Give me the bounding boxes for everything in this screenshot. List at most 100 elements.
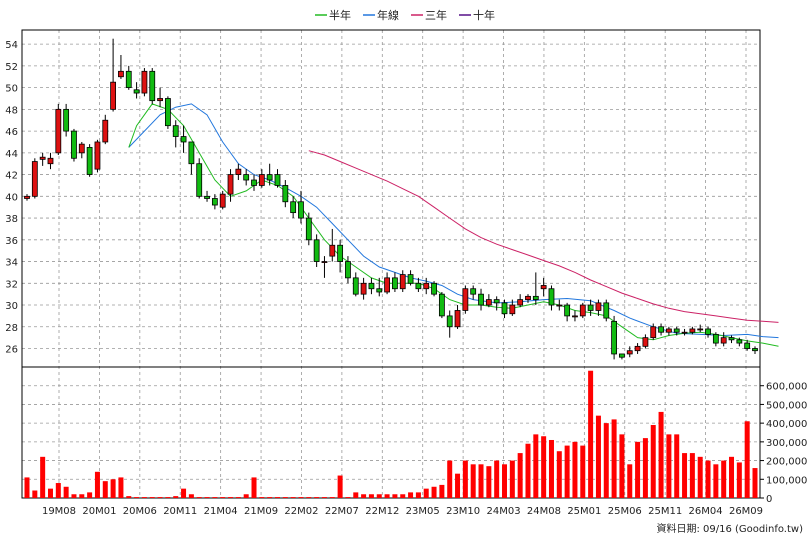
candle-up bbox=[697, 328, 704, 331]
volume-bar bbox=[697, 456, 703, 498]
candle-down bbox=[368, 282, 375, 290]
volume-bar bbox=[752, 468, 758, 498]
volume-tick-label: 200,000 bbox=[766, 457, 807, 468]
volume-bar bbox=[63, 486, 69, 498]
volume-bar bbox=[439, 484, 445, 498]
candle-up bbox=[321, 261, 328, 263]
candle-up bbox=[556, 304, 563, 307]
candle-up bbox=[94, 141, 101, 170]
candle-down bbox=[493, 299, 500, 304]
candle-down bbox=[149, 70, 156, 102]
candle-up bbox=[47, 157, 54, 165]
volume-axis: 0 100,000 200,000 300,000 400,000 500,000 600,… bbox=[760, 382, 807, 505]
volume-bar bbox=[635, 441, 641, 498]
volume-bar bbox=[572, 441, 578, 498]
footer-source: 資料日期: 09/16 (Goodinfo.tw) bbox=[656, 522, 803, 535]
candlesticks bbox=[24, 38, 758, 360]
candle-down bbox=[392, 277, 398, 290]
x-tick-label: 21M04 bbox=[204, 506, 238, 517]
volume-bar bbox=[126, 496, 132, 498]
price-tick-label: 26 bbox=[5, 345, 18, 356]
x-tick-label: 22M02 bbox=[284, 506, 318, 517]
candle-down bbox=[305, 217, 312, 241]
candle-down bbox=[564, 304, 571, 317]
candle-down bbox=[587, 304, 594, 311]
candle-up bbox=[579, 304, 586, 317]
candle-down bbox=[548, 288, 555, 306]
volume-bar bbox=[580, 445, 586, 498]
candle-up bbox=[235, 168, 242, 175]
price-tick-label: 40 bbox=[5, 192, 18, 203]
volume-bar bbox=[196, 497, 202, 498]
price-tick-label: 42 bbox=[5, 171, 18, 182]
price-tick-label: 38 bbox=[5, 214, 18, 225]
volume-bar bbox=[141, 497, 147, 498]
candle-up bbox=[665, 328, 672, 333]
candle-down bbox=[407, 274, 414, 284]
candle-up bbox=[157, 98, 163, 102]
volume-tick-label: 300,000 bbox=[766, 438, 807, 449]
candle-down bbox=[415, 282, 422, 290]
volume-bar bbox=[713, 464, 719, 498]
candle-up bbox=[78, 143, 85, 154]
volume-bar bbox=[274, 497, 280, 498]
candle-down bbox=[71, 130, 77, 159]
candle-up bbox=[720, 337, 727, 344]
candle-down bbox=[752, 348, 758, 352]
x-tick-label: 25M11 bbox=[648, 506, 682, 517]
volume-bar bbox=[509, 460, 515, 498]
candle-up bbox=[681, 331, 688, 334]
candle-up bbox=[595, 302, 602, 311]
volume-bar bbox=[611, 419, 617, 498]
volume-bar bbox=[24, 477, 30, 498]
volume-bar bbox=[314, 497, 320, 498]
volume-tick-label: 400,000 bbox=[766, 419, 807, 430]
candle-down bbox=[172, 125, 179, 137]
volume-bar bbox=[674, 434, 680, 498]
volume-bar bbox=[729, 456, 735, 498]
price-axis: 26 28 30 32 34 36 38 40 42 44 46 48 50 52 54 bbox=[5, 40, 18, 355]
candle-down bbox=[446, 315, 453, 328]
volume-tick-label: 500,000 bbox=[766, 400, 807, 411]
volume-bar bbox=[462, 460, 468, 498]
volume-bar bbox=[744, 421, 750, 498]
volume-bar bbox=[650, 425, 656, 498]
legend-label-2: 三年 bbox=[425, 8, 447, 22]
x-tick-label: 25M06 bbox=[608, 506, 642, 517]
candle-down bbox=[125, 70, 132, 89]
candle-up bbox=[141, 70, 148, 94]
volume-bars bbox=[24, 370, 758, 498]
candle-down bbox=[712, 333, 719, 344]
volume-bar bbox=[55, 483, 61, 498]
volume-bar bbox=[173, 496, 179, 498]
candle-down bbox=[352, 277, 359, 295]
candle-up bbox=[329, 244, 336, 257]
volume-bar bbox=[564, 445, 570, 498]
x-tick-label: 26M04 bbox=[689, 506, 723, 517]
legend: 半年 年線 三年 十年 bbox=[315, 8, 495, 22]
volume-bar bbox=[102, 481, 108, 498]
volume-bar bbox=[376, 494, 382, 498]
candle-up bbox=[360, 282, 367, 295]
volume-bar bbox=[642, 438, 648, 498]
ma-three-year-line bbox=[308, 150, 779, 323]
candle-down bbox=[298, 201, 304, 219]
volume-bar bbox=[541, 436, 547, 498]
candle-up bbox=[454, 310, 461, 328]
volume-bar bbox=[525, 443, 531, 498]
x-tick-label: 20M11 bbox=[163, 506, 197, 517]
candle-down bbox=[673, 328, 680, 333]
volume-bar bbox=[87, 492, 93, 498]
candle-down bbox=[188, 141, 195, 165]
x-tick-label: 21M09 bbox=[244, 506, 278, 517]
volume-bar bbox=[47, 488, 53, 498]
candle-up bbox=[525, 295, 531, 301]
volume-bar bbox=[400, 494, 406, 498]
volume-bar bbox=[220, 497, 226, 498]
x-tick-label: 20M06 bbox=[123, 506, 157, 517]
volume-bar bbox=[533, 434, 539, 498]
volume-bar bbox=[204, 497, 210, 498]
candle-up bbox=[39, 156, 46, 160]
x-axis: 19M08 20M01 20M06 20M11 21M04 21M09 22M02 22M07… bbox=[42, 506, 763, 517]
volume-bar bbox=[40, 456, 46, 498]
